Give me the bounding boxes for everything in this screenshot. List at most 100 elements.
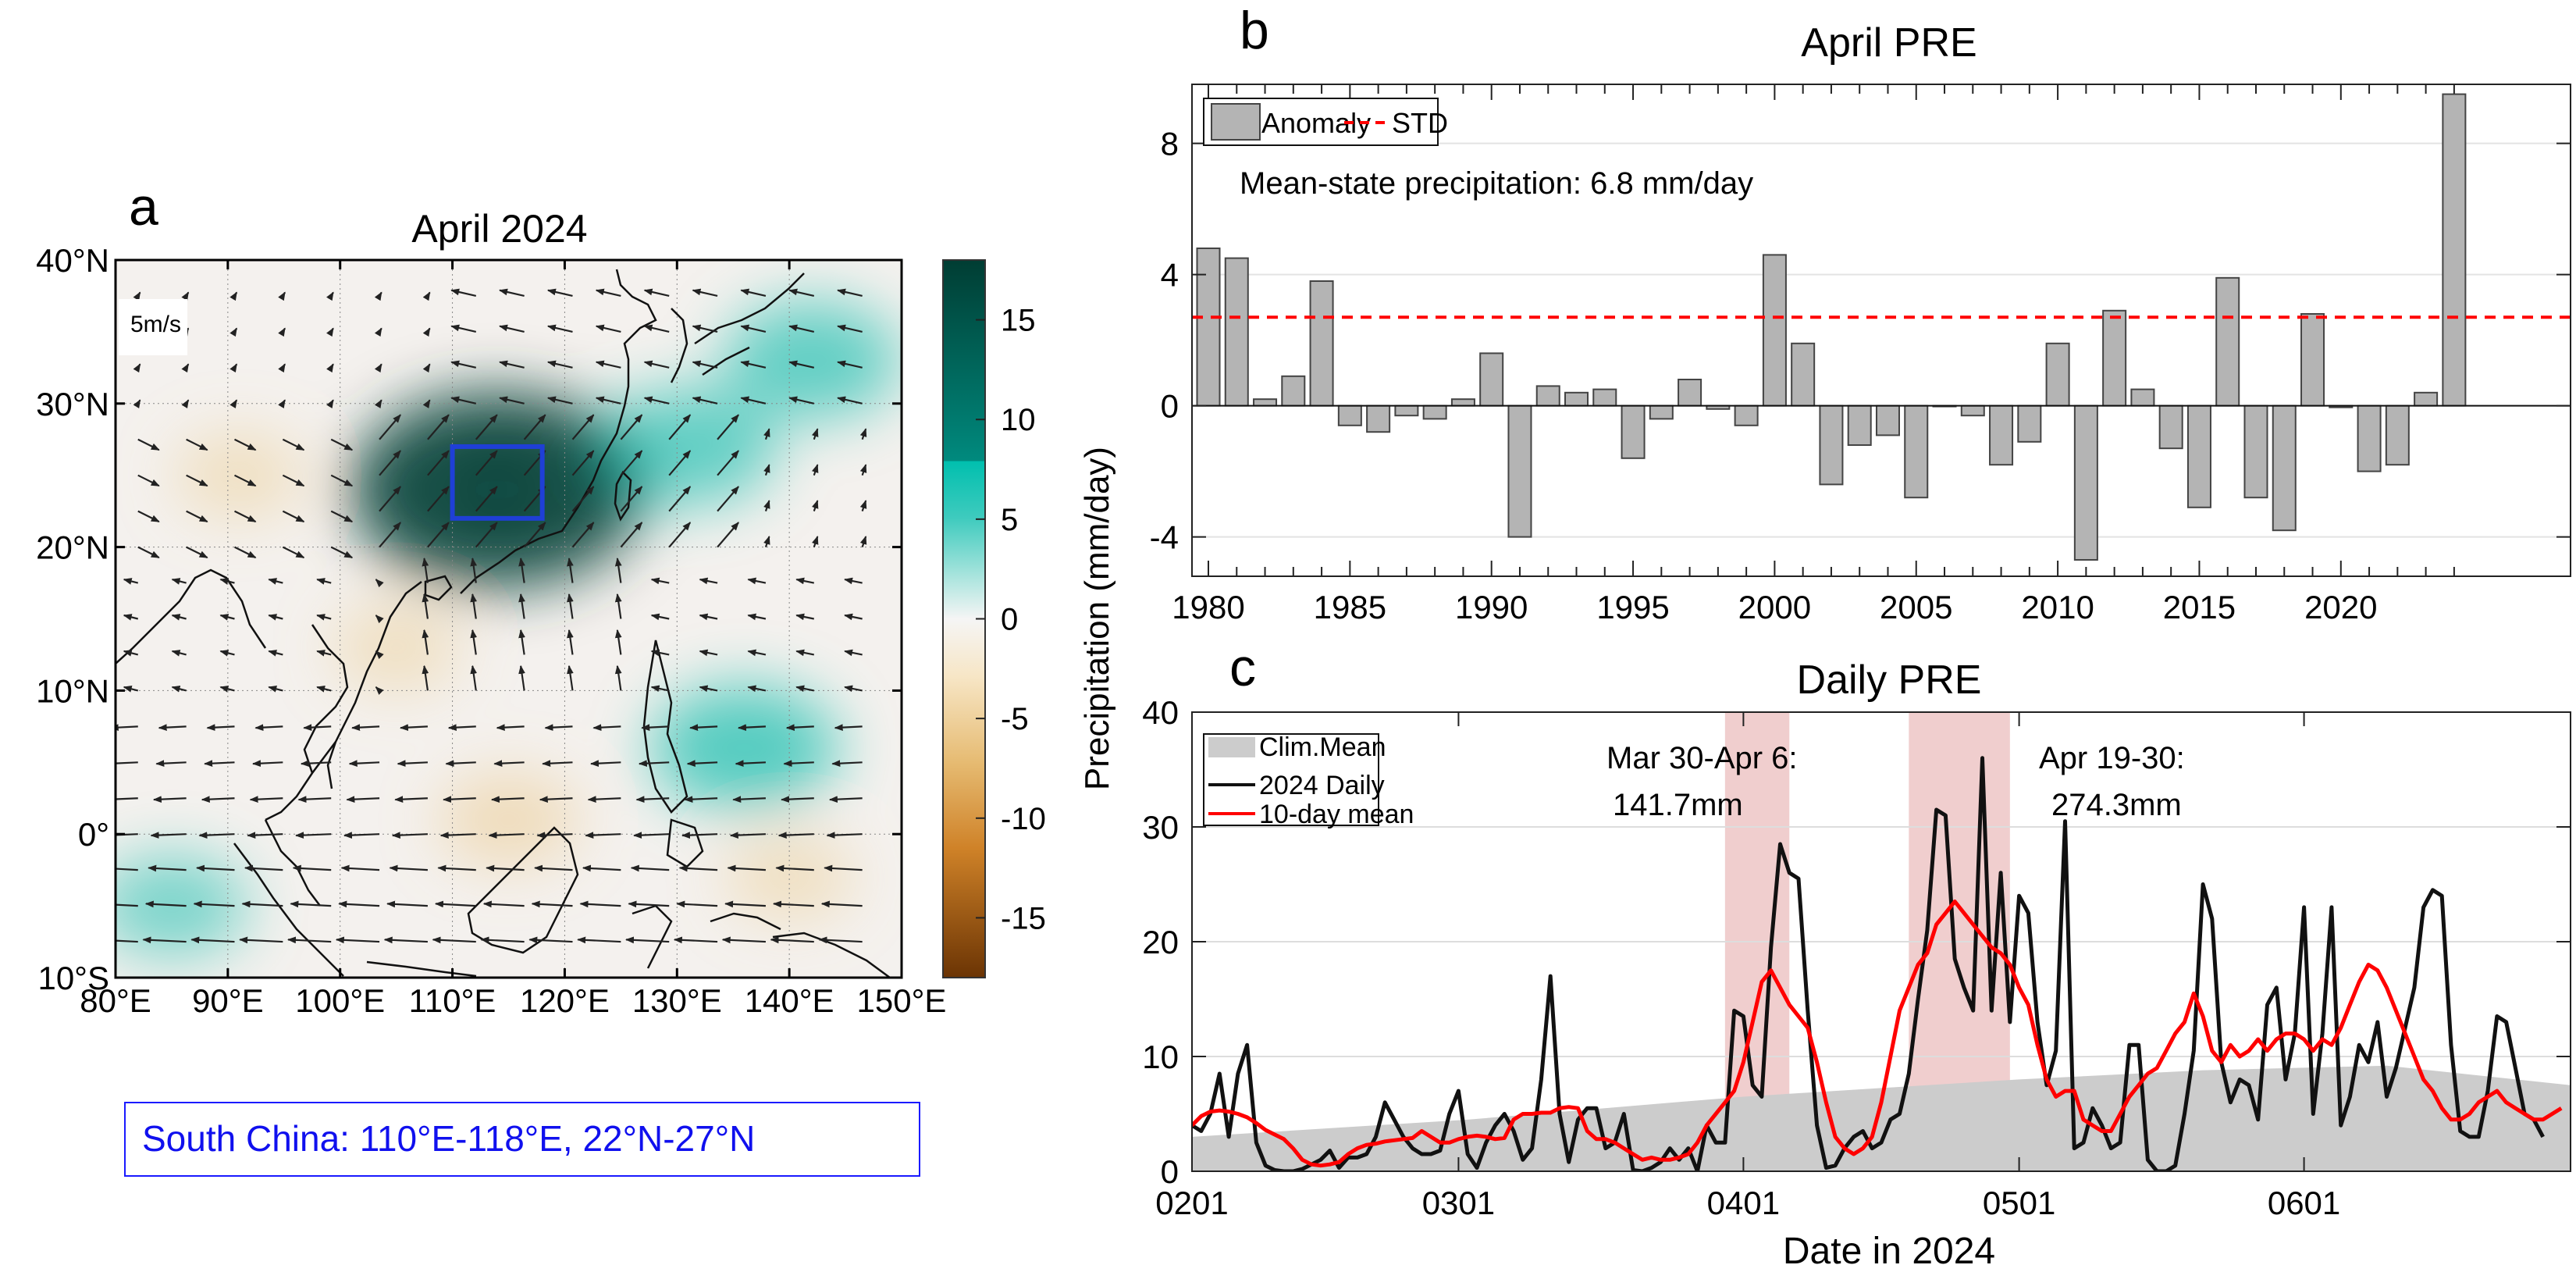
wind-arrow	[490, 796, 525, 803]
legend-mean-label: 10-day mean	[1259, 800, 1414, 829]
wind-arrow	[219, 578, 235, 585]
wind-arrow	[204, 760, 235, 768]
wind-arrow	[763, 536, 770, 547]
wind-arrow	[747, 577, 767, 585]
wind-arrow	[785, 724, 814, 732]
wind-arrow	[528, 936, 573, 944]
wind-arrow	[699, 649, 718, 657]
wind-arrow	[595, 396, 621, 404]
map-y-tick-label: 20°N	[36, 529, 109, 566]
map-x-tick-label: 110°E	[409, 982, 496, 1019]
wind-arrow	[499, 360, 525, 369]
wind-arrow	[229, 291, 238, 301]
wind-arrow	[181, 291, 190, 301]
wind-arrow	[844, 613, 863, 621]
wind-arrow	[735, 760, 766, 768]
wind-arrow	[668, 414, 692, 440]
wind-arrow	[614, 557, 622, 583]
wind-arrow	[788, 396, 815, 404]
wind-arrow	[443, 796, 476, 803]
wind-arrow	[316, 686, 332, 693]
wind-arrow	[137, 546, 160, 559]
wind-arrow	[233, 546, 257, 559]
wind-arrow	[133, 363, 141, 373]
wind-arrow	[316, 650, 332, 657]
wind-arrow	[643, 288, 670, 298]
wind-arrow	[633, 832, 670, 839]
wind-arrow	[326, 327, 334, 337]
period1-label-line2: 141.7mm	[1613, 788, 1743, 822]
wind-arrow	[650, 685, 670, 693]
bar-x-tick-label: 2005	[1880, 589, 1952, 625]
wind-arrow	[432, 936, 476, 944]
wind-arrow	[567, 665, 574, 691]
wind-arrow	[254, 724, 283, 732]
legend-clim-label: Clim.Mean	[1259, 732, 1386, 762]
wind-arrow	[482, 900, 525, 908]
anomaly-blob-4	[174, 432, 304, 518]
wind-arrow	[330, 474, 354, 487]
wind-arrow	[499, 396, 525, 404]
wind-arrow	[447, 724, 476, 732]
wind-arrow	[123, 650, 139, 657]
wind-arrow	[247, 832, 283, 839]
wind-arrow	[571, 450, 595, 476]
wind-arrow	[668, 450, 692, 476]
wind-arrow	[249, 796, 283, 803]
wind-arrow	[186, 510, 208, 523]
wind-arrow	[686, 760, 718, 768]
wind-arrow	[740, 288, 767, 298]
panel-label-c: c	[1229, 638, 1256, 697]
wind-arrow	[251, 760, 283, 768]
anomaly-bar-2014	[2158, 404, 2183, 450]
wind-arrow	[300, 760, 332, 768]
map-y-tick-label: 30°N	[36, 386, 109, 422]
anomaly-bar-1995	[1621, 404, 1646, 459]
wind-arrow	[831, 760, 863, 768]
line-gridlines	[1192, 712, 2571, 1171]
legend-anomaly-label: Anomaly	[1261, 107, 1371, 139]
wind-arrow	[630, 864, 670, 872]
wind-arrow	[828, 796, 863, 803]
bar-x-tick-label: 1995	[1596, 589, 1669, 625]
bar-y-tick-label: 8	[1161, 126, 1179, 162]
wind-arrow	[437, 864, 476, 872]
wind-arrow	[434, 900, 476, 908]
anomaly-blob-2	[724, 301, 900, 419]
anomaly-bar-1980	[1196, 248, 1221, 407]
wind-arrow	[244, 864, 283, 872]
line-x-tick-label: 0401	[1707, 1185, 1780, 1221]
colorbar-ticks: 15 10 5 0 -5 -10 -15	[976, 304, 1046, 935]
anomaly-blob-8	[724, 834, 854, 921]
wind-arrow	[717, 522, 739, 548]
wind-arrow	[620, 522, 643, 548]
wind-arrow	[206, 724, 235, 732]
panel-b: b April PRE 1980 1985 1990 1995 2000 2005 2010…	[1150, 1, 2571, 625]
wind-arrow	[290, 900, 332, 908]
wind-arrow	[859, 464, 867, 476]
wind-arrow	[531, 900, 573, 908]
wind-arrow	[628, 900, 670, 908]
wind-arrow	[837, 288, 863, 298]
wind-arrow	[571, 414, 595, 440]
wind-arrow	[681, 832, 718, 839]
anomaly-bar-1992	[1535, 385, 1560, 407]
line-y-tick-label: 40	[1142, 694, 1179, 731]
map-x-tick-label: 150°E	[857, 982, 947, 1019]
wind-arrow	[470, 557, 478, 583]
wind-arrow	[450, 288, 477, 298]
anomaly-bar-1996	[1649, 404, 1674, 420]
wind-arrow	[620, 486, 643, 512]
anomaly-bar-2015	[2186, 404, 2211, 508]
wind-arrow	[439, 832, 476, 839]
wind-arrow	[326, 291, 334, 301]
wind-arrow	[142, 936, 187, 944]
colorbar-tick-label: -10	[1001, 802, 1046, 836]
wind-arrow	[724, 900, 766, 908]
line-y-axis: 40 30 20 10 0	[1142, 694, 2571, 1190]
wind-arrow	[229, 363, 238, 373]
wind-arrow	[717, 450, 739, 476]
anomaly-bar-2021	[2357, 404, 2382, 472]
region-label-box	[124, 1102, 920, 1177]
wind-arrow	[486, 864, 525, 872]
